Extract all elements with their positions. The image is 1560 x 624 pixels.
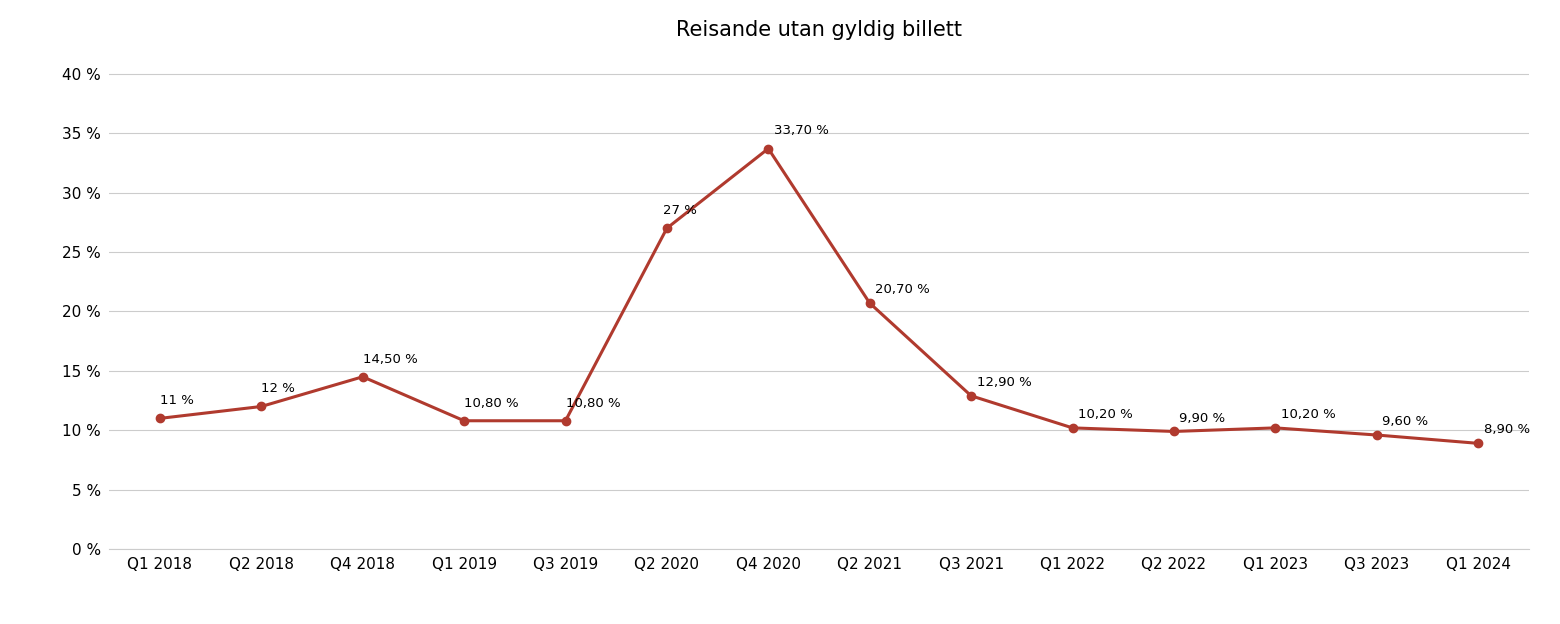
Title: Reisande utan gyldig billett: Reisande utan gyldig billett	[675, 20, 963, 40]
Text: 10,80 %: 10,80 %	[565, 397, 621, 409]
Text: 27 %: 27 %	[663, 204, 697, 217]
Text: 12 %: 12 %	[262, 383, 295, 396]
Text: 10,80 %: 10,80 %	[465, 397, 519, 409]
Text: 33,70 %: 33,70 %	[774, 124, 828, 137]
Text: 9,60 %: 9,60 %	[1382, 415, 1429, 428]
Text: 12,90 %: 12,90 %	[977, 376, 1031, 389]
Text: 10,20 %: 10,20 %	[1078, 408, 1133, 421]
Text: 14,50 %: 14,50 %	[362, 353, 418, 366]
Text: 10,20 %: 10,20 %	[1281, 408, 1335, 421]
Text: 11 %: 11 %	[161, 394, 193, 407]
Text: 8,90 %: 8,90 %	[1484, 424, 1530, 436]
Text: 20,70 %: 20,70 %	[875, 283, 930, 296]
Text: 9,90 %: 9,90 %	[1179, 411, 1226, 424]
